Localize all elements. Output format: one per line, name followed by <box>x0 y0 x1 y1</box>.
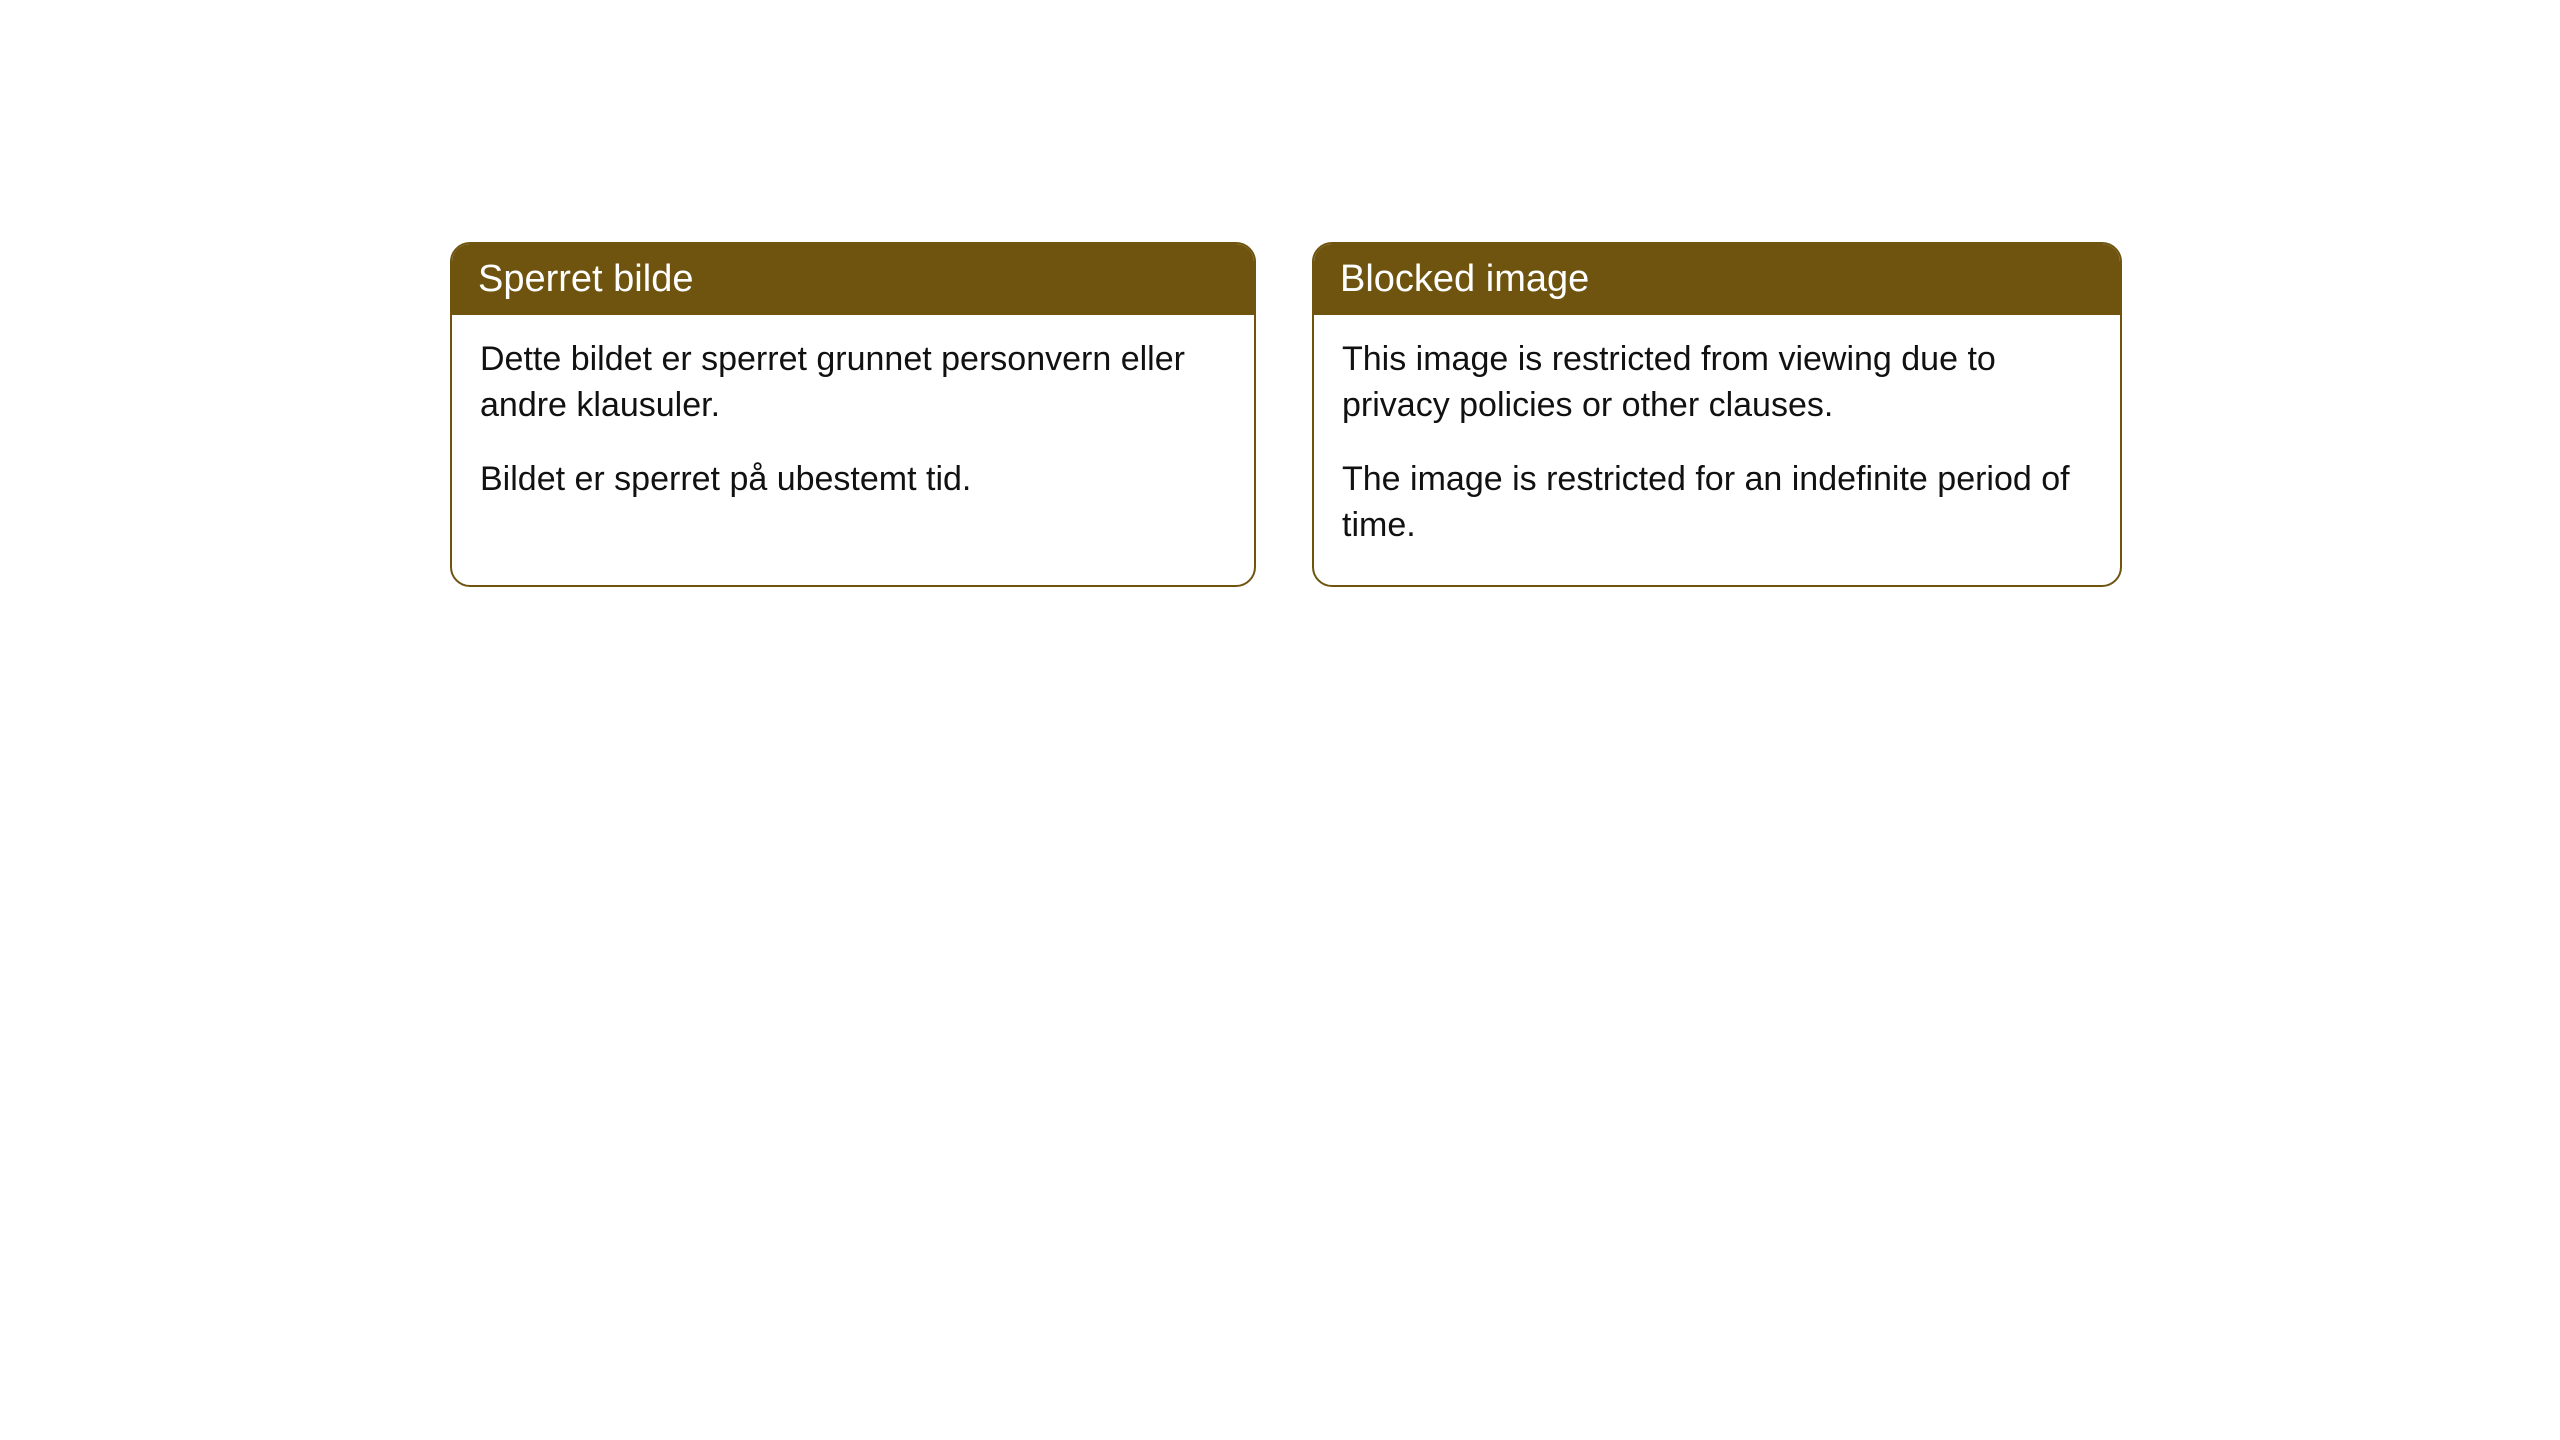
card-paragraph-1-en: This image is restricted from viewing du… <box>1342 337 2092 429</box>
blocked-image-card-no: Sperret bilde Dette bildet er sperret gr… <box>450 242 1256 587</box>
card-paragraph-1-no: Dette bildet er sperret grunnet personve… <box>480 337 1226 429</box>
blocked-image-card-en: Blocked image This image is restricted f… <box>1312 242 2122 587</box>
card-title-no: Sperret bilde <box>452 244 1254 315</box>
card-body-no: Dette bildet er sperret grunnet personve… <box>452 315 1254 539</box>
card-paragraph-2-no: Bildet er sperret på ubestemt tid. <box>480 457 1226 503</box>
card-body-en: This image is restricted from viewing du… <box>1314 315 2120 585</box>
card-title-en: Blocked image <box>1314 244 2120 315</box>
cards-container: Sperret bilde Dette bildet er sperret gr… <box>0 0 2560 587</box>
card-paragraph-2-en: The image is restricted for an indefinit… <box>1342 457 2092 549</box>
